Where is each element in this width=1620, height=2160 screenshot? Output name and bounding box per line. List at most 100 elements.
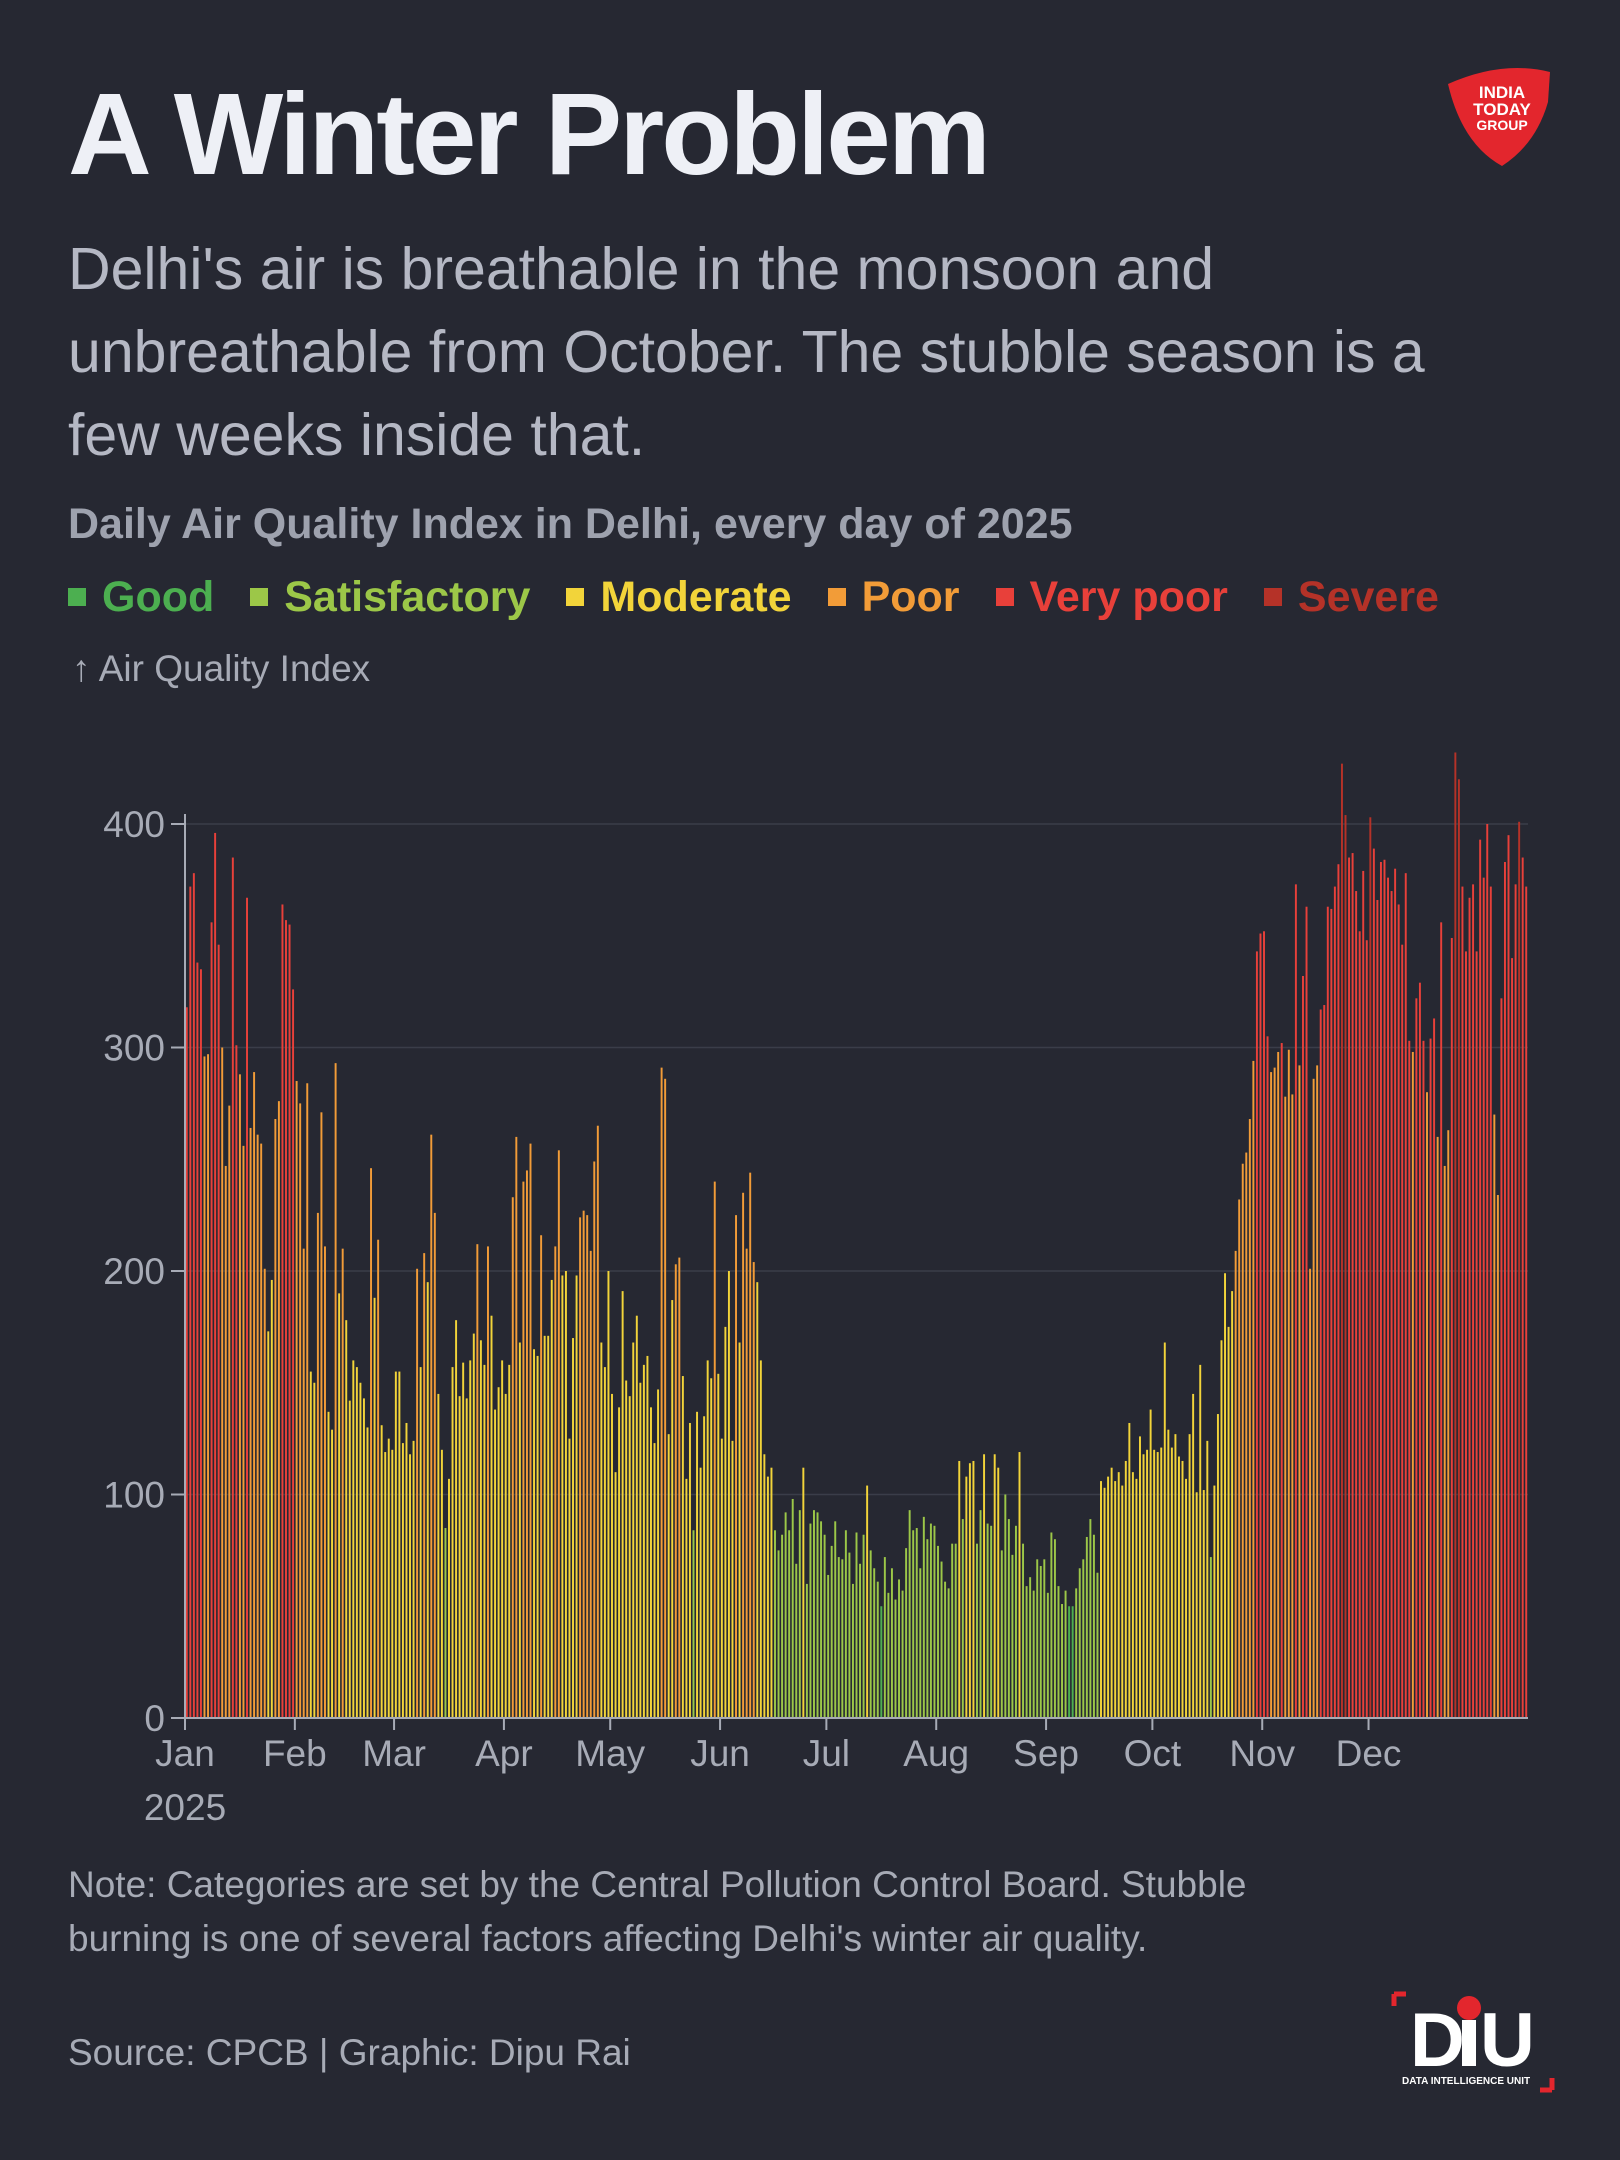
bar-dec-43 (1518, 821, 1521, 1718)
bar-jun-2 (724, 1326, 727, 1719)
bar-jul-27 (919, 1568, 922, 1718)
bar-sep-2 (1050, 1532, 1053, 1718)
bar-jul-23 (905, 1548, 908, 1718)
bar-oct-29 (1252, 1060, 1255, 1718)
bar-jul-28 (922, 1516, 925, 1718)
bar-nov-8 (1287, 1049, 1290, 1718)
legend-item-very-poor: Very poor (995, 572, 1228, 621)
legend-label-moderate: Moderate (600, 572, 792, 621)
bar-may-12 (650, 1407, 652, 1718)
bar-jun-26 (809, 1523, 812, 1718)
bar-sep-19 (1110, 1467, 1113, 1718)
bar-feb-16 (348, 1400, 351, 1718)
bar-oct-27 (1245, 1152, 1248, 1718)
bar-jun-9 (749, 1172, 752, 1718)
bar-mar-1 (394, 1371, 397, 1718)
legend-label-good: Good (102, 572, 215, 621)
x-year-label: 2025 (144, 1787, 226, 1828)
bar-feb-2 (299, 1103, 302, 1719)
bar-oct-5 (1167, 1429, 1170, 1718)
bar-may-9 (639, 1382, 642, 1718)
bar-jan-1 (185, 1007, 188, 1718)
bar-jan-3 (192, 873, 195, 1718)
bar-sep-1 (1046, 1592, 1049, 1718)
bar-jul-24 (908, 1510, 911, 1718)
y-tick-label-100: 100 (103, 1475, 165, 1516)
bar-apr-15 (554, 1246, 557, 1718)
bar-nov-7 (1284, 1096, 1287, 1718)
bar-dec-31 (1475, 951, 1478, 1718)
footnote: Note: Categories are set by the Central … (68, 1864, 1247, 1959)
bar-feb-22 (370, 1168, 373, 1718)
bar-aug-24 (1018, 1452, 1021, 1718)
bar-jan-28 (281, 904, 284, 1718)
bar-oct-18 (1213, 1485, 1216, 1718)
bar-apr-17 (561, 1275, 564, 1718)
bar-dec-13 (1411, 1051, 1414, 1718)
svg-text:TODAY: TODAY (1473, 100, 1531, 119)
legend-swatch-satisfactory (250, 588, 269, 606)
bar-feb-23 (373, 1297, 376, 1718)
bar-nov-2 (1266, 1036, 1269, 1718)
bar-nov-17 (1319, 1009, 1322, 1718)
bar-may-6 (628, 1396, 631, 1718)
x-tick-label-mar: Mar (362, 1733, 426, 1774)
legend-label-very-poor: Very poor (1029, 572, 1228, 621)
bar-jul-4 (837, 1557, 840, 1718)
bar-apr-9 (533, 1349, 536, 1718)
bar-sep-21 (1117, 1472, 1120, 1718)
bar-sep-8 (1071, 1606, 1074, 1718)
bar-mar-6 (412, 1440, 415, 1718)
bar-oct-14 (1199, 1364, 1202, 1718)
bar-jan-15 (235, 1045, 238, 1718)
x-tick-label-apr: Apr (475, 1733, 533, 1774)
bar-oct-16 (1206, 1440, 1209, 1718)
bar-aug-27 (1029, 1577, 1032, 1718)
bar-nov-21 (1333, 886, 1336, 1718)
bar-jun-28 (816, 1512, 819, 1718)
legend-label-satisfactory: Satisfactory (284, 572, 531, 621)
bar-mar-3 (401, 1443, 404, 1718)
india-today-group-logo: INDIA TODAY GROUP (1448, 68, 1550, 166)
bar-dec-34 (1486, 824, 1489, 1718)
bar-dec-37 (1496, 1195, 1499, 1718)
bar-jan-20 (253, 1072, 256, 1718)
bar-dec-39 (1503, 862, 1506, 1718)
bar-feb-26 (384, 1452, 387, 1718)
bar-sep-24 (1128, 1422, 1131, 1718)
bar-oct-19 (1216, 1414, 1219, 1718)
bar-may-13 (653, 1443, 656, 1718)
bar-jan-24 (267, 1331, 270, 1718)
bar-feb-10 (327, 1411, 330, 1718)
bar-nov-25 (1348, 857, 1351, 1718)
bar-nov-20 (1330, 908, 1333, 1718)
bar-jun-3 (727, 1271, 730, 1718)
bar-dec-12 (1408, 1040, 1411, 1718)
bar-may-20 (678, 1257, 681, 1718)
bar-nov-30 (1365, 940, 1368, 1718)
bar-jun-15 (770, 1467, 773, 1718)
bar-jun-25 (805, 1583, 808, 1718)
bar-jan-17 (242, 1145, 245, 1718)
bar-nov-11 (1298, 1065, 1301, 1718)
bar-jun-20 (788, 1530, 791, 1718)
bar-jul-21 (898, 1579, 900, 1718)
bar-jan-25 (270, 1279, 273, 1718)
bar-may-23 (688, 1422, 691, 1718)
bar-jan-8 (210, 922, 213, 1718)
bar-nov-18 (1323, 1005, 1326, 1718)
bar-dec-3 (1376, 899, 1379, 1718)
legend-label-poor: Poor (861, 572, 960, 621)
bar-dec-18 (1429, 1038, 1432, 1718)
bar-sep-23 (1124, 1460, 1127, 1718)
bar-mar-28 (490, 1315, 493, 1718)
bar-aug-2 (940, 1561, 943, 1718)
bar-apr-19 (568, 1438, 571, 1719)
bar-jul-25 (912, 1530, 915, 1718)
bar-aug-29 (1036, 1559, 1039, 1718)
bar-aug-28 (1032, 1590, 1035, 1718)
legend-item-good: Good (68, 572, 215, 621)
bar-feb-9 (324, 1246, 326, 1718)
bar-jul-18 (887, 1592, 890, 1718)
bar-nov-3 (1270, 1072, 1273, 1718)
